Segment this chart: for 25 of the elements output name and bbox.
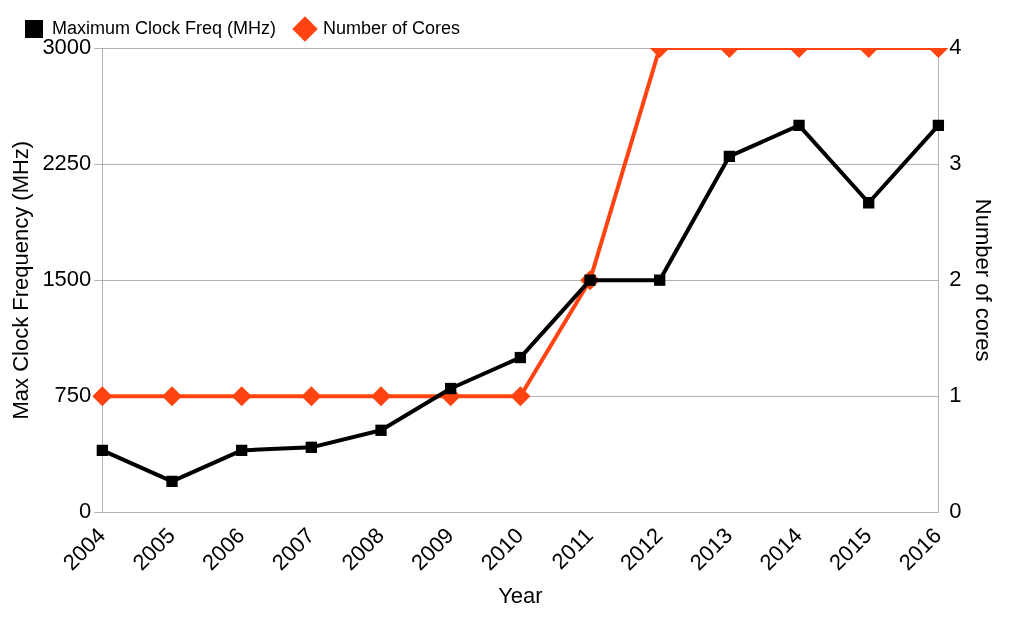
point <box>166 475 178 488</box>
point <box>514 351 527 364</box>
y2-tick-label: 2 <box>949 266 962 292</box>
y2-axis-title: Number of cores <box>970 198 996 362</box>
y-tick-label: 750 <box>54 382 92 408</box>
y2-tick-label: 0 <box>949 498 962 524</box>
y-axis-title: Max Clock Frequency (MHz) <box>8 140 34 420</box>
y2-tick-label: 1 <box>949 382 962 408</box>
y-tick-label: 0 <box>79 498 92 524</box>
point <box>863 197 875 209</box>
y-tick-label: 2250 <box>42 150 92 176</box>
y2-tick-label: 3 <box>949 150 962 176</box>
y2-tick-label: 4 <box>949 34 962 60</box>
x-axis-title: Year <box>498 582 543 608</box>
point <box>96 444 108 457</box>
point <box>375 424 387 436</box>
point <box>932 119 945 132</box>
point <box>305 441 317 453</box>
point <box>236 444 248 457</box>
point <box>793 119 805 132</box>
y-tick-label: 1500 <box>42 266 92 292</box>
point <box>445 382 457 395</box>
legend-label: Number of Cores <box>323 17 461 38</box>
point <box>723 150 736 162</box>
point <box>654 274 666 286</box>
